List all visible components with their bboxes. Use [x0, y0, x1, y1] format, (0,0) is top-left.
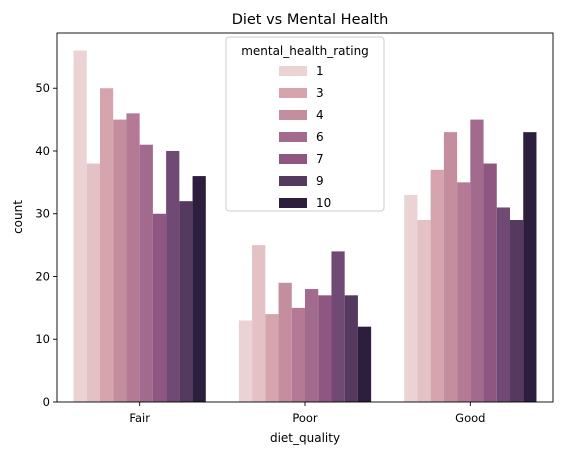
bars-layer [73, 50, 537, 402]
bar-poor-rating-5 [291, 307, 305, 402]
legend-swatch-3 [279, 88, 307, 98]
bar-fair-rating-3 [99, 88, 114, 402]
bar-poor-rating-3 [265, 314, 279, 402]
legend-label-7: 7 [316, 152, 324, 166]
legend-label-6: 6 [316, 130, 324, 144]
legend-swatch-10 [279, 198, 307, 208]
legend-title: mental_health_rating [241, 44, 369, 58]
y-tick-label: 40 [35, 144, 50, 158]
legend-box [225, 36, 385, 212]
bar-good-rating-7 [483, 163, 497, 402]
y-tick-label: 20 [35, 269, 50, 283]
y-tick-label: 30 [35, 207, 50, 221]
bar-fair-rating-2 [86, 163, 100, 402]
bar-good-rating-4 [443, 132, 458, 402]
bar-fair-rating-6 [139, 144, 153, 402]
y-axis-label: count [11, 200, 25, 234]
bar-poor-rating-2 [252, 245, 266, 402]
x-tick-label: Poor [292, 411, 318, 425]
legend-label-3: 3 [316, 86, 324, 100]
legend-swatch-4 [279, 110, 307, 120]
legend-items: 1 3 4 6 7 9 10 [279, 64, 331, 210]
x-axis-label: diet_quality [270, 431, 340, 445]
bar-good-rating-1 [404, 194, 418, 402]
bar-fair-rating-10 [192, 176, 206, 402]
bar-poor-rating-4 [278, 282, 292, 402]
bar-good-rating-2 [417, 220, 431, 402]
x-tick-label: Good [455, 411, 485, 425]
chart-title: Diet vs Mental Health [232, 12, 389, 28]
bar-good-rating-6 [470, 119, 484, 402]
x-axis: Fair Poor Good [129, 402, 485, 425]
bar-fair-rating-5 [126, 113, 140, 402]
bar-poor-rating-1 [238, 320, 253, 402]
legend-swatch-1 [279, 66, 307, 76]
bar-poor-rating-6 [305, 289, 319, 402]
legend-swatch-9 [279, 176, 307, 186]
bar-poor-rating-9 [344, 295, 358, 402]
bar-good-rating-5 [457, 182, 471, 402]
bar-fair-rating-4 [113, 119, 127, 402]
bar-poor-rating-10 [357, 326, 372, 402]
legend-swatch-6 [279, 132, 307, 142]
bar-good-rating-8 [496, 207, 511, 402]
bar-fair-rating-7 [152, 213, 167, 402]
legend-swatch-7 [279, 154, 307, 164]
bar-fair-rating-8 [166, 150, 180, 402]
legend-label-10: 10 [316, 196, 331, 210]
bar-good-rating-3 [430, 169, 444, 402]
legend: mental_health_rating 1 3 4 6 7 9 10 [225, 36, 385, 212]
bar-poor-rating-7 [318, 295, 332, 402]
y-tick-label: 0 [43, 395, 50, 409]
bar-good-rating-10 [523, 132, 537, 402]
bar-fair-rating-9 [179, 201, 193, 402]
bar-good-rating-9 [510, 220, 524, 402]
x-tick-label: Fair [129, 411, 150, 425]
legend-label-4: 4 [316, 108, 324, 122]
legend-label-1: 1 [316, 64, 324, 78]
bar-poor-rating-8 [331, 251, 345, 402]
legend-label-9: 9 [316, 174, 324, 188]
y-axis: 0 10 20 30 40 50 [35, 81, 57, 409]
y-tick-label: 10 [35, 332, 50, 346]
bar-fair-rating-1 [73, 50, 87, 402]
y-tick-label: 50 [35, 81, 50, 95]
